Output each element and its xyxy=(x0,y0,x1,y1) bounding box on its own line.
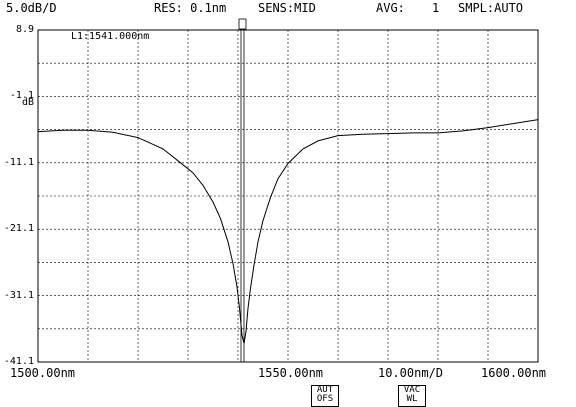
average-value: 1 xyxy=(432,1,440,15)
x-stop-label: 1600.00nm xyxy=(481,366,547,380)
resolution-readout: RES: 0.1nm xyxy=(154,1,227,15)
marker-handle xyxy=(238,18,247,30)
sensitivity-readout: SENS:MID xyxy=(258,1,316,15)
sampling-readout: SMPL:AUTO xyxy=(458,1,524,15)
softkey-line2: OFS xyxy=(316,394,334,404)
y-unit-label: dB xyxy=(21,97,34,108)
x-start-label: 1500.00nm xyxy=(10,366,76,380)
x-span-label: 10.00nm/D xyxy=(378,366,444,380)
softkey-line1: AUT xyxy=(316,385,334,395)
scale-readout: 5.0dB/D xyxy=(6,1,57,15)
y-tick-label: 8.9 xyxy=(15,24,34,35)
spectrum-trace xyxy=(37,119,539,344)
x-center-label: 1550.00nm xyxy=(258,366,324,380)
auto-offset-softkey[interactable]: AUT OFS xyxy=(311,385,339,407)
y-tick-label: -41.1 xyxy=(3,356,34,367)
marker-readout: L1:1541.000nm xyxy=(71,31,150,42)
softkey-line1: VAC xyxy=(403,385,421,395)
wavelength-marker xyxy=(238,18,247,362)
y-tick-label: -11.1 xyxy=(3,156,34,168)
plot-grid xyxy=(38,30,538,362)
average-label: AVG: xyxy=(376,1,405,15)
y-tick-label: -1.1 xyxy=(9,90,34,102)
y-tick-label: -21.1 xyxy=(3,223,34,235)
softkey-line2: WL xyxy=(406,394,418,404)
vacuum-wavelength-softkey[interactable]: VAC WL xyxy=(398,385,426,407)
y-tick-label: -31.1 xyxy=(3,289,34,301)
plot-frame xyxy=(37,29,539,363)
